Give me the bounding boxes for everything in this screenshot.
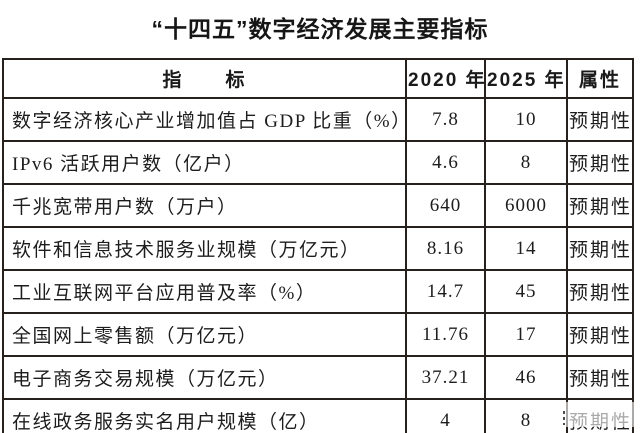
table-row: 工业互联网平台应用普及率（%） 14.7 45 预期性 — [2, 269, 634, 314]
table-row: 在线政务服务实名用户规模（亿） 4 8 预期性 — [2, 398, 634, 433]
cell-2020-value: 11.76 — [405, 312, 486, 357]
header-2025: 2025 年 — [484, 58, 568, 99]
header-2020: 2020 年 — [405, 58, 486, 99]
cell-attribute: 预期性 — [566, 183, 634, 228]
header-attribute: 属性 — [566, 58, 634, 99]
cell-2020-value: 7.8 — [405, 97, 486, 142]
cell-indicator: 全国网上零售额（万亿元） — [2, 312, 407, 357]
cell-indicator: IPv6 活跃用户数（亿户） — [2, 140, 407, 185]
cell-2025-value: 17 — [484, 312, 568, 357]
table-header-row: 指 标 2020 年 2025 年 属性 — [2, 58, 634, 99]
cell-attribute: 预期性 — [566, 355, 634, 400]
table-row: 软件和信息技术服务业规模（万亿元） 8.16 14 预期性 — [2, 226, 634, 271]
cell-2020-value: 4 — [405, 398, 486, 433]
table-row: 全国网上零售额（万亿元） 11.76 17 预期性 — [2, 312, 634, 357]
cell-2025-value: 46 — [484, 355, 568, 400]
indicators-table: 指 标 2020 年 2025 年 属性 数字经济核心产业增加值占 GDP 比重… — [2, 58, 634, 433]
table-row: 千兆宽带用户数（万户） 640 6000 预期性 — [2, 183, 634, 228]
cell-attribute: 预期性 — [566, 312, 634, 357]
cell-2025-value: 45 — [484, 269, 568, 314]
cell-2020-value: 14.7 — [405, 269, 486, 314]
cell-attribute: 预期性 — [566, 140, 634, 185]
header-indicator: 指 标 — [2, 58, 407, 99]
cell-attribute: 预期性 — [566, 226, 634, 271]
table-row: IPv6 活跃用户数（亿户） 4.6 8 预期性 — [2, 140, 634, 185]
cell-2020-value: 8.16 — [405, 226, 486, 271]
cell-attribute: 预期性 — [566, 269, 634, 314]
cell-indicator: 在线政务服务实名用户规模（亿） — [2, 398, 407, 433]
cell-indicator: 软件和信息技术服务业规模（万亿元） — [2, 226, 407, 271]
cell-2025-value: 8 — [484, 140, 568, 185]
watermark-dots-icon — [563, 411, 565, 425]
table-row: 电子商务交易规模（万亿元） 37.21 46 预期性 — [2, 355, 634, 400]
cell-2025-value: 14 — [484, 226, 568, 271]
watermark-overlay — [549, 402, 640, 427]
cell-indicator: 数字经济核心产业增加值占 GDP 比重（%） — [2, 97, 407, 142]
cell-2020-value: 37.21 — [405, 355, 486, 400]
cell-2020-value: 640 — [405, 183, 486, 228]
cell-2025-value: 10 — [484, 97, 568, 142]
cell-2020-value: 4.6 — [405, 140, 486, 185]
cell-indicator: 工业互联网平台应用普及率（%） — [2, 269, 407, 314]
cell-2025-value: 6000 — [484, 183, 568, 228]
cell-indicator: 千兆宽带用户数（万户） — [2, 183, 407, 228]
table-row: 数字经济核心产业增加值占 GDP 比重（%） 7.8 10 预期性 — [2, 97, 634, 142]
cell-indicator: 电子商务交易规模（万亿元） — [2, 355, 407, 400]
cell-attribute: 预期性 — [566, 97, 634, 142]
page-title: “十四五”数字经济发展主要指标 — [151, 16, 489, 42]
